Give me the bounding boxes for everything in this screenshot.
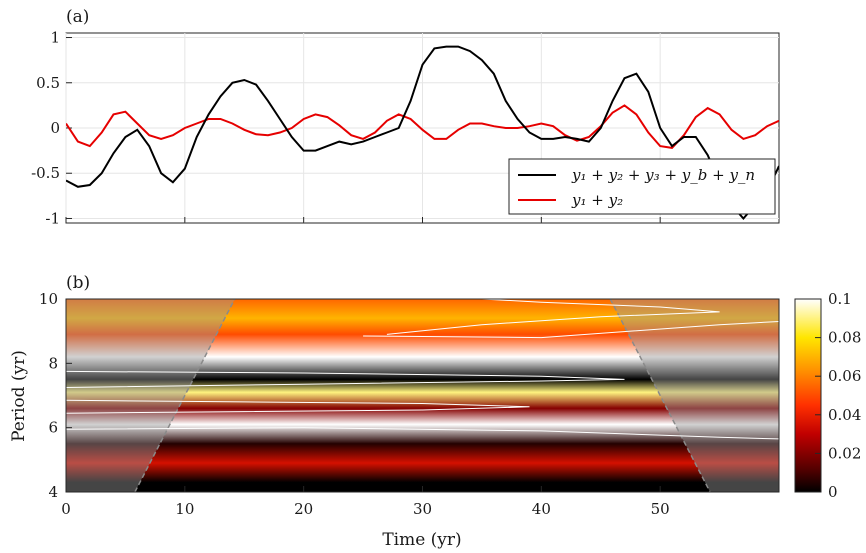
y-tick-label: 4 [48, 483, 58, 501]
panel-a-label: (a) [66, 7, 89, 27]
x-tick-label: 30 [413, 500, 432, 518]
y-tick-label: -1 [45, 209, 60, 227]
colorbar-ticks: 0 0.02 0.04 0.06 0.08 0.1 [815, 290, 861, 501]
y-tick-label: -0.5 [31, 164, 60, 182]
x-tick-label: 10 [175, 500, 194, 518]
contour-line [66, 427, 779, 440]
colorbar [794, 298, 822, 493]
colorbar-tick-label: 0.06 [828, 367, 861, 385]
contour-line [66, 399, 530, 414]
colorbar-tick-label: 0.04 [828, 406, 861, 424]
significance-contours [66, 299, 779, 440]
panel-b-x-ticks: 0 10 20 30 40 50 [61, 486, 670, 518]
legend: y₁ + y₂ + y₃ + y_b + y_n y₁ + y₂ [508, 158, 776, 215]
contour-line [66, 370, 625, 388]
x-tick-label: 40 [532, 500, 551, 518]
colorbar-tick-label: 0 [828, 483, 838, 501]
x-tick-label: 20 [294, 500, 313, 518]
y-tick-label: 6 [48, 419, 58, 437]
y-axis-label: Period (yr) [9, 350, 29, 442]
series-line-y1-y2 [66, 104, 779, 149]
legend-label-y1-y2: y₁ + y₂ [571, 191, 623, 209]
panel-a-y-ticks: 1 0.5 0 -0.5 -1 [31, 29, 72, 227]
legend-label-total: y₁ + y₂ + y₃ + y_b + y_n [571, 166, 755, 184]
contour-line [386, 299, 720, 335]
x-tick-label: 50 [651, 500, 670, 518]
y-tick-label: 0 [50, 119, 60, 137]
panel-a-x-ticks [65, 217, 661, 223]
x-tick-label: 0 [61, 500, 71, 518]
legend-box [508, 158, 776, 215]
cone-of-influence-right [610, 299, 779, 492]
colorbar-tick-label: 0.1 [828, 290, 852, 308]
panel-b-label: (b) [66, 273, 90, 293]
series-line-total [66, 45, 779, 221]
y-tick-label: 10 [39, 290, 58, 308]
y-tick-label: 0.5 [36, 74, 60, 92]
cone-boundary-left [134, 299, 236, 492]
y-tick-label: 8 [48, 354, 58, 372]
colorbar-tick-label: 0.08 [828, 329, 861, 347]
x-axis-label: Time (yr) [382, 530, 461, 550]
colorbar-tick-label: 0.02 [828, 444, 861, 462]
cone-of-influence-left [66, 299, 235, 492]
panel-b-y-ticks: 4 6 8 10 [39, 290, 72, 501]
contour-line [363, 321, 779, 339]
y-tick-label: 1 [50, 29, 60, 47]
